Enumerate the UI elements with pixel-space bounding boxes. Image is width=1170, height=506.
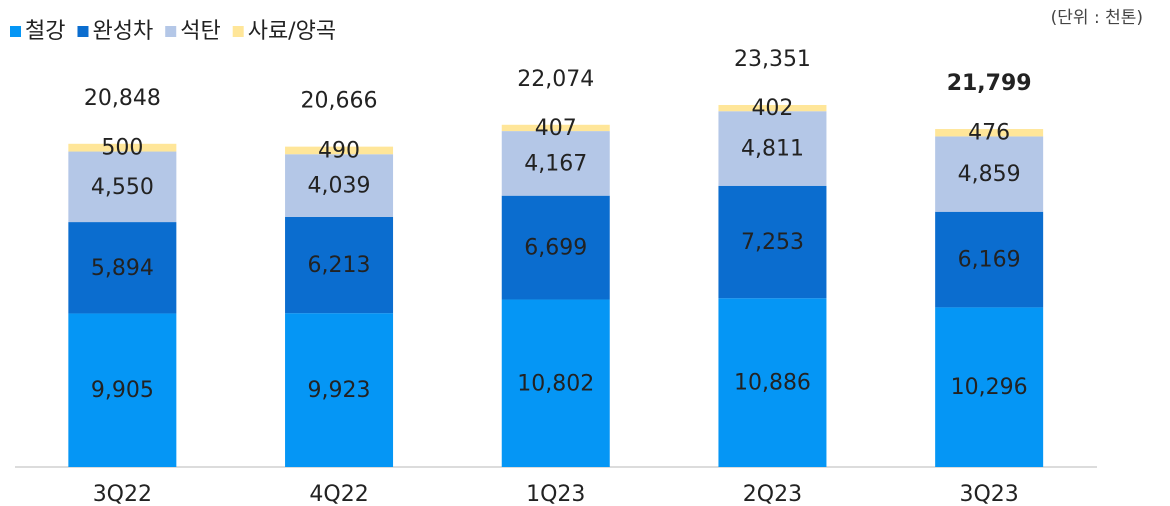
bar-segment [935,307,1044,467]
bar-segment [935,129,1044,137]
value-label: 7,253 [741,230,804,255]
value-label: 4,039 [308,174,371,199]
bar-segment [501,124,610,132]
value-label: 6,169 [958,248,1021,273]
x-tick-label: 2Q23 [743,482,802,506]
x-tick-label: 3Q23 [959,482,1018,506]
legend-swatch [165,26,177,37]
value-label: 9,923 [308,378,371,403]
value-label: 490 [318,138,360,163]
bar-segment [718,104,827,112]
total-label: 20,666 [301,89,378,114]
value-label: 4,550 [91,175,154,200]
value-label: 476 [968,121,1010,146]
bar-segment [718,298,827,467]
value-label: 500 [101,136,143,161]
bar-segment [718,111,827,186]
bar-segment [501,299,610,467]
bar-segment [285,146,394,155]
total-label: 23,351 [734,47,811,72]
total-label: 22,074 [517,67,594,92]
bar-segment [935,136,1044,212]
value-label: 4,167 [524,151,587,176]
unit-label: (단위 : 천톤) [1051,8,1143,28]
x-tick-label: 1Q23 [526,482,585,506]
bar-segment [501,195,610,300]
legend-label: 철강 [25,19,65,44]
bar-segment [935,211,1044,308]
x-tick-label: 4Q22 [309,482,368,506]
bar-segment [285,216,394,314]
bar-segment [285,313,394,467]
total-label: 21,799 [947,71,1032,96]
value-label: 4,811 [741,137,804,162]
value-label: 6,213 [308,253,371,278]
value-label: 10,296 [951,375,1028,400]
bar-segment [718,185,827,299]
value-label: 6,699 [524,236,587,261]
legend-label: 완성차 [92,19,153,44]
bar-segment [501,131,610,196]
x-tick-label: 3Q22 [93,482,152,506]
value-label: 10,802 [517,371,594,396]
value-label: 9,905 [91,378,154,403]
value-label: 10,886 [734,371,811,396]
value-label: 4,859 [958,162,1021,187]
bar-segment [68,151,177,223]
legend-swatch [232,26,244,37]
bar-segment [68,222,177,314]
value-label: 5,894 [91,256,154,281]
value-label: 407 [535,116,577,141]
value-label: 402 [751,96,793,121]
legend-label: 사료/양곡 [248,19,336,44]
bar-segment [285,154,394,217]
legend-swatch [77,26,89,37]
legend-label: 석탄 [180,19,220,44]
total-label: 20,848 [84,86,161,111]
bar-segment [68,143,177,152]
legend-swatch [10,26,21,37]
bar-segment [68,313,177,467]
